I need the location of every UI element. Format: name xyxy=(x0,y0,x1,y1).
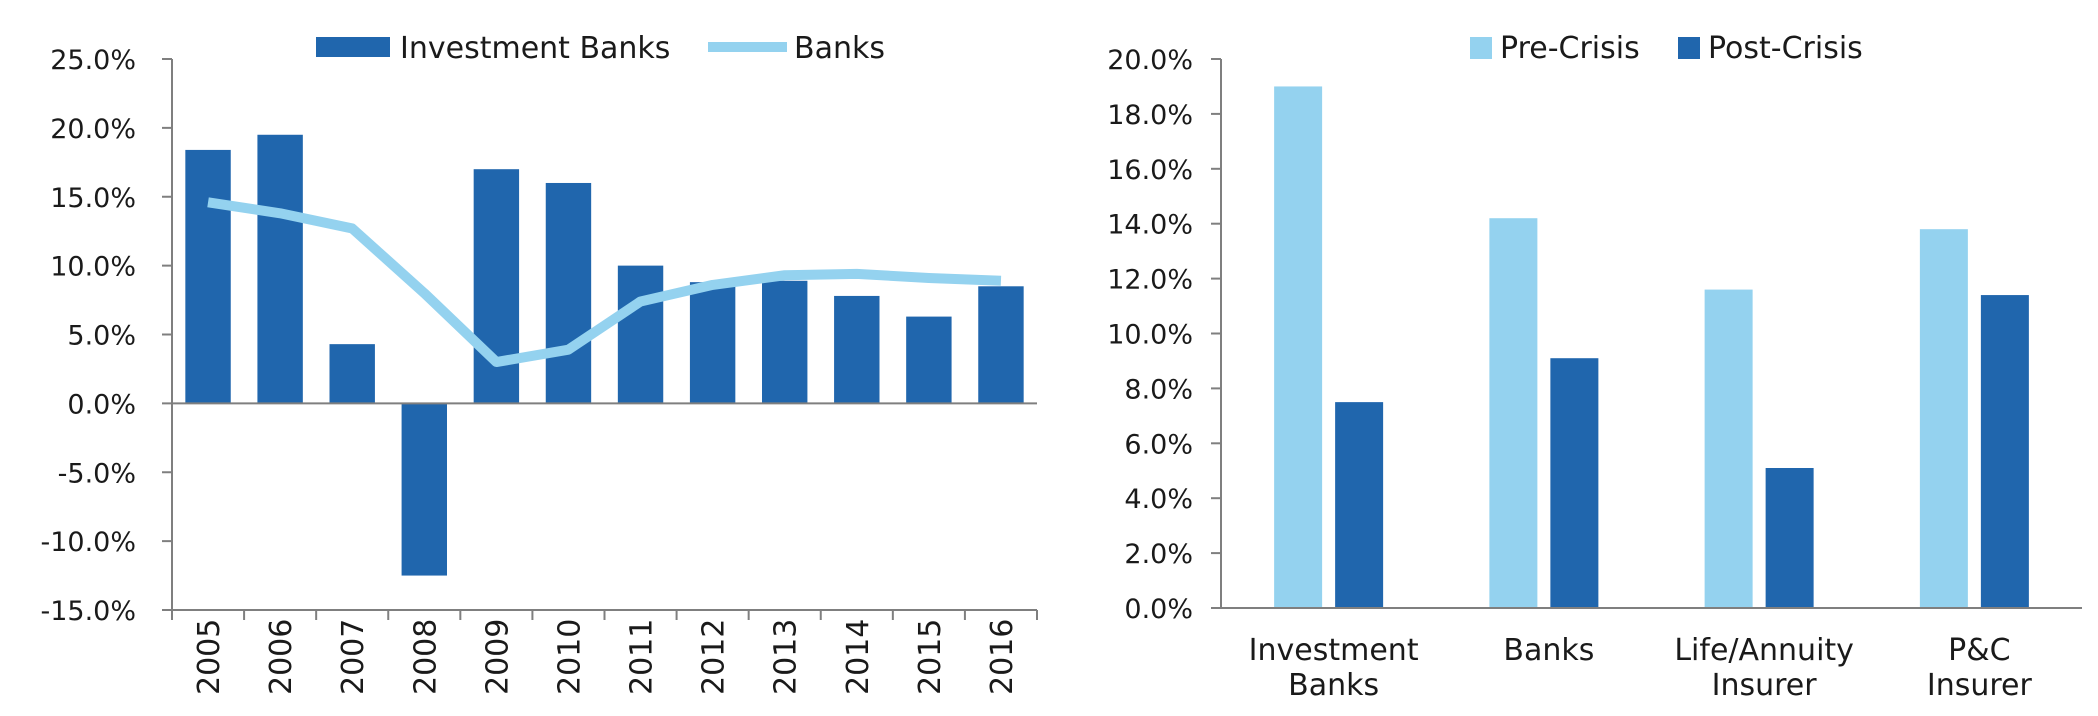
x-tick-label: 2010 xyxy=(552,619,587,695)
y-tick-label: 20.0% xyxy=(1107,45,1193,76)
x-tick-label: 2015 xyxy=(913,619,948,695)
y-tick-label: 0.0% xyxy=(1124,594,1193,625)
x-tick-label: 2005 xyxy=(192,619,227,695)
y-tick-label: 5.0% xyxy=(67,321,136,352)
x-tick-label: 2013 xyxy=(769,619,804,695)
bar-investment-banks-2009 xyxy=(473,169,520,404)
line-banks xyxy=(207,197,1002,368)
y-tick-label: 6.0% xyxy=(1124,429,1193,460)
chart-right-pre-post-crisis: 0.0% 2.0% 4.0% 6.0% 8.0% 10.0% 12.0% 14.0% 16.0%… xyxy=(1107,31,2082,703)
bar-post-crisis-investment-banks xyxy=(1335,402,1384,608)
y-tick-label: 10.0% xyxy=(1107,320,1193,351)
bar-investment-banks-2015 xyxy=(906,316,952,404)
bar-investment-banks-2014 xyxy=(834,295,880,404)
legend-label-pre-crisis: Pre-Crisis xyxy=(1500,31,1640,66)
y-tick-label: 25.0% xyxy=(50,45,136,76)
bar-investment-banks-2006 xyxy=(257,134,303,404)
y-tick-label: -5.0% xyxy=(58,458,136,489)
x-tick-label: 2008 xyxy=(408,619,443,695)
y-tick-label: 12.0% xyxy=(1107,265,1193,296)
bar-investment-banks-2016 xyxy=(978,286,1024,404)
y-tick-label: 2.0% xyxy=(1124,539,1193,570)
bar-post-crisis-banks xyxy=(1550,358,1599,608)
bar-investment-banks-2011 xyxy=(617,265,664,404)
chart-left-investment-banks-vs-banks: -15.0% -10.0% -5.0% 0.0% 5.0% 10.0% 15.0% 20.0%… xyxy=(40,31,1038,695)
x-category-label: Insurer xyxy=(1712,668,1818,703)
bar-pre-crisis-life-annuity-insurer xyxy=(1704,289,1753,608)
legend-label-banks: Banks xyxy=(794,31,885,66)
bar-pre-crisis-p-c-insurer xyxy=(1919,229,1968,608)
legend-swatch-post-crisis xyxy=(1678,37,1700,59)
bar-investment-banks-2010 xyxy=(545,182,592,404)
bar-investment-banks-2008 xyxy=(401,403,447,576)
x-tick-label: 2012 xyxy=(697,619,732,695)
bar-post-crisis-p-c-insurer xyxy=(1980,295,2029,608)
y-tick-label: 4.0% xyxy=(1124,484,1193,515)
bar-investment-banks-2012 xyxy=(689,282,736,404)
x-tick-label: 2009 xyxy=(480,619,515,695)
legend-label-investment-banks: Investment Banks xyxy=(400,31,670,66)
x-tick-label: 2016 xyxy=(985,619,1020,695)
y-tick-label: 14.0% xyxy=(1107,210,1193,241)
bar-pre-crisis-investment-banks xyxy=(1274,86,1323,608)
legend-label-post-crisis: Post-Crisis xyxy=(1708,31,1863,66)
x-category-label: Insurer xyxy=(1927,668,2033,703)
bar-pre-crisis-banks xyxy=(1489,218,1538,608)
bar-investment-banks-2007 xyxy=(329,344,375,404)
x-category-label: Life/Annuity xyxy=(1674,633,1854,668)
bar-investment-banks-2013 xyxy=(762,280,808,404)
x-tick-label: 2014 xyxy=(841,619,876,695)
x-category-label: Banks xyxy=(1503,633,1594,668)
x-category-label: Investment xyxy=(1249,633,1419,668)
x-tick-label: 2011 xyxy=(625,619,660,695)
legend-swatch-pre-crisis xyxy=(1470,37,1492,59)
legend-swatch-investment-banks xyxy=(316,37,390,57)
bar-investment-banks-2005 xyxy=(185,149,231,404)
y-tick-label: -10.0% xyxy=(40,527,136,558)
y-tick-label: 18.0% xyxy=(1107,100,1193,131)
y-tick-label: 16.0% xyxy=(1107,155,1193,186)
x-category-label: Banks xyxy=(1288,668,1379,703)
y-tick-label: 20.0% xyxy=(50,114,136,145)
bar-post-crisis-life-annuity-insurer xyxy=(1765,468,1814,608)
x-tick-label: 2007 xyxy=(336,619,371,695)
y-tick-label: -15.0% xyxy=(40,596,136,627)
y-tick-label: 10.0% xyxy=(50,252,136,283)
y-tick-label: 15.0% xyxy=(50,183,136,214)
x-tick-label: 2006 xyxy=(264,619,299,695)
y-tick-label: 8.0% xyxy=(1124,374,1193,405)
x-category-label: P&C xyxy=(1948,633,2010,668)
y-tick-label: 0.0% xyxy=(67,389,136,420)
